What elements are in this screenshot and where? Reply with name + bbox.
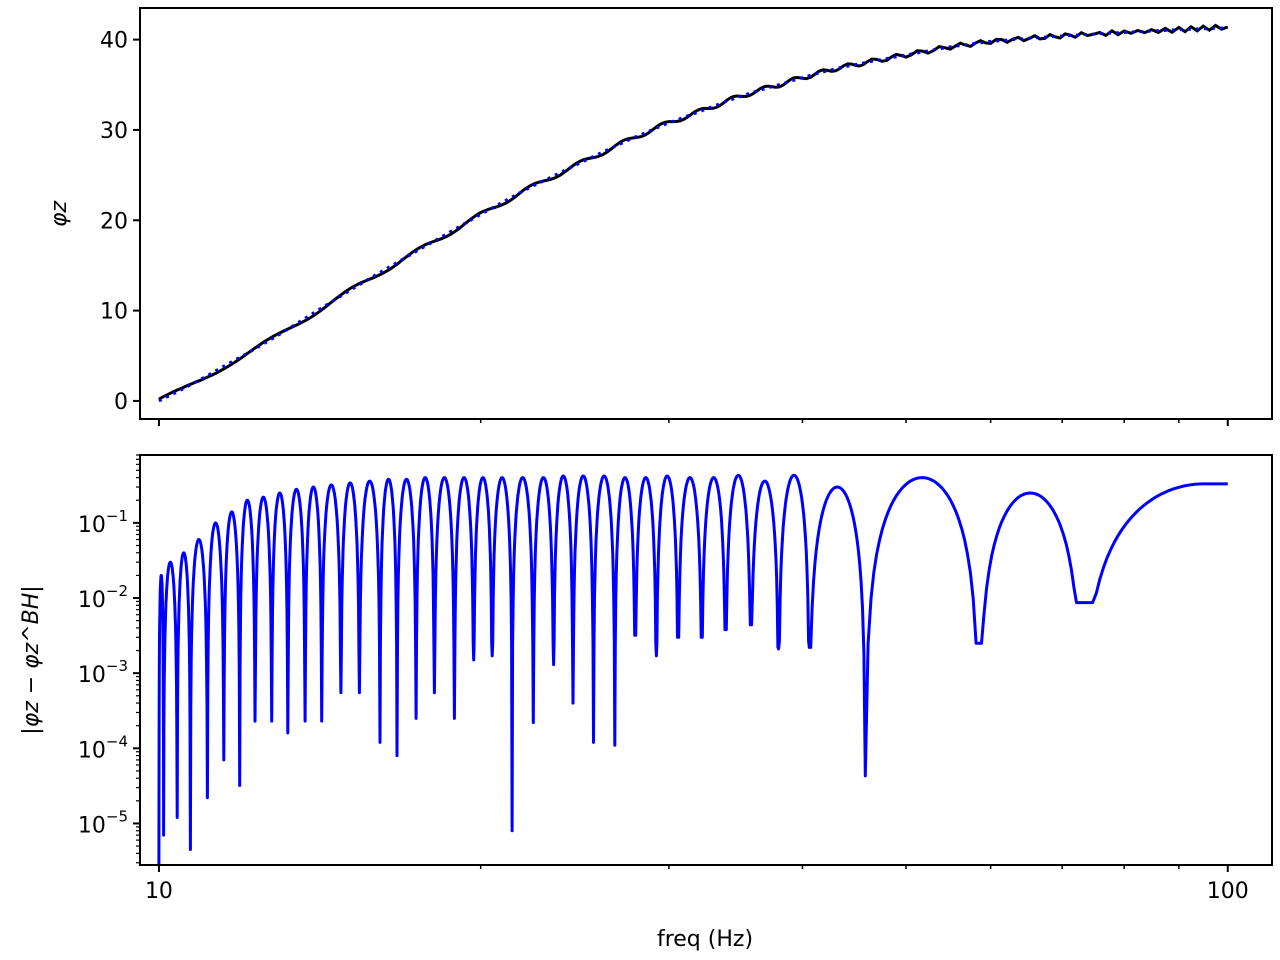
phase-panel: 0 10 20 30 40 φz [47,7,1273,426]
phase-y-label: φz [47,201,72,228]
residual-panel: 10−5 10−4 10−3 10−2 10−1 10 100 |φz − φz^BH| f… [19,454,1273,952]
phase-y-tick-label: 0 [114,390,128,415]
phase-lines [158,23,1229,403]
phase-y-tick-label: 10 [100,300,128,325]
residual-x-tick-label: 100 [1207,879,1249,904]
x-axis-label: freq (Hz) [657,927,753,952]
phase-y-tick-label: 40 [100,29,128,54]
residual-ticks: 10−5 10−4 10−3 10−2 10−1 10 100 [78,454,1249,904]
residual-y-tick-label: 10−3 [78,657,128,688]
residual-x-tick-label: 10 [145,879,173,904]
phase-axes-frame [139,7,1273,420]
residual-y-tick-label: 10−1 [78,507,128,538]
residual-series-line [157,473,1228,866]
residual-y-tick-label: 10−4 [78,732,128,763]
phase-y-tick-label: 30 [100,119,128,144]
residual-lines [157,473,1228,866]
residual-y-label: |φz − φz^BH| [19,585,44,734]
residual-y-tick-label: 10−5 [78,807,128,838]
phase-y-tick-label: 20 [100,209,128,234]
residual-y-tick-label: 10−2 [78,582,128,613]
phase-series-line [158,23,1229,401]
residual-axes-frame [139,454,1273,866]
